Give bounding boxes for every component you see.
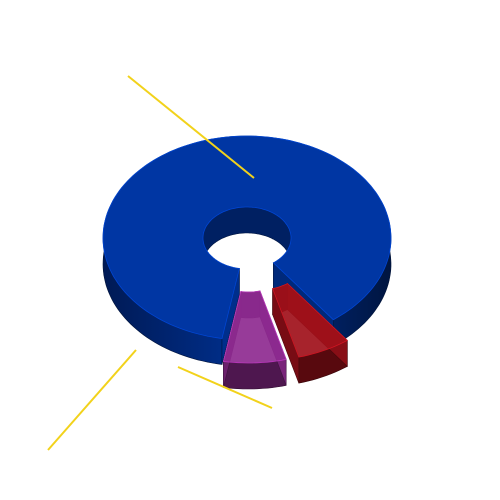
leader-line-slice-0	[127, 75, 255, 179]
slice-2-outer-wall	[223, 359, 287, 390]
leader-lines	[47, 75, 273, 451]
slice-2-top	[222, 290, 287, 364]
leader-line-slice-1	[47, 349, 137, 451]
slice-1-top	[272, 283, 348, 358]
slice-tops	[102, 135, 392, 364]
leader-line-slice-2	[177, 366, 273, 409]
slice-0-top	[102, 135, 392, 339]
